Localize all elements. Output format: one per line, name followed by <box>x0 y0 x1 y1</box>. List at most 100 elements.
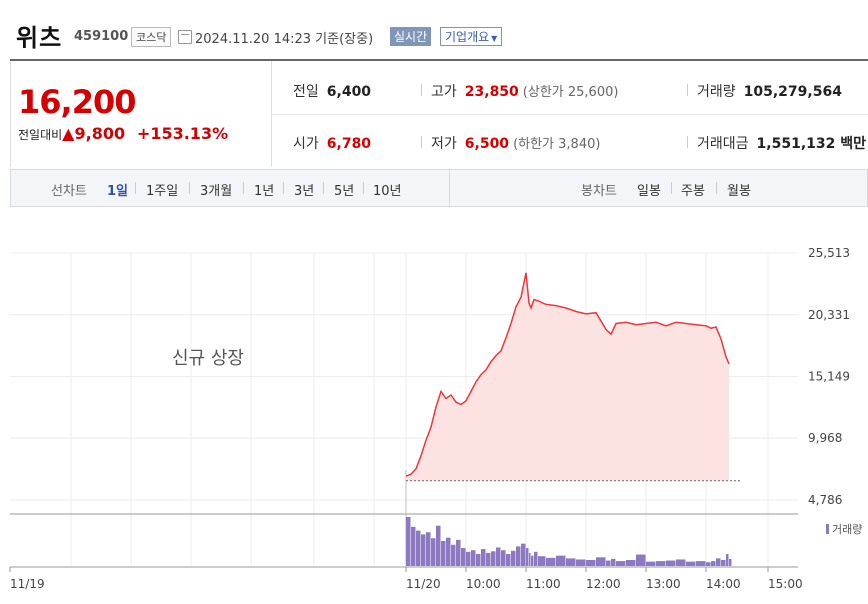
change-rate: +153.13% <box>136 124 229 143</box>
volume-bar <box>606 560 611 566</box>
x-tick-label: 14:00 <box>706 577 741 591</box>
volume-bar <box>406 517 411 566</box>
realtime-button[interactable]: 실시간 <box>390 27 432 46</box>
volume-bar <box>456 539 461 566</box>
y-tick-label: 25,513 <box>808 246 850 260</box>
tab-period-1w[interactable]: 1주일 <box>146 184 179 199</box>
volume-bar <box>466 551 471 566</box>
tab-period-1d[interactable]: 1일 <box>107 184 129 199</box>
x-tick-label: 15:00 <box>768 577 803 591</box>
chart-tabs: 선차트 1일 1주일 3개월 1년 3년 5년 10년 봉차트 일봉 주봉 월봉 <box>10 169 868 207</box>
volume-bar <box>646 561 656 566</box>
up-triangle-icon: ▲ <box>62 124 75 143</box>
volume-bar <box>711 561 716 566</box>
volume-bar <box>696 561 706 566</box>
prev-close: 전일 6,400 <box>293 84 372 100</box>
volume-bar <box>706 562 711 566</box>
quote-datetime: 2024.11.20 14:23 기준(장중) <box>195 32 374 47</box>
x-axis: 11/19 11/20 10:00 11:00 12:00 13:00 14:00 15:00 <box>9 567 803 591</box>
stock-name: 위츠 <box>16 24 63 52</box>
trading-amount: 거래대금 1,551,132 백만 <box>697 136 866 152</box>
current-price-box: 16,200 전일대비▲9,800 +153.13% <box>10 61 272 167</box>
volume-bar <box>729 558 732 566</box>
volume-bar <box>446 537 451 566</box>
quote-grid: 전일 6,400 고가 23,850 (상한가 25,600) 거래량 105,279,… <box>271 61 868 167</box>
volume-bar <box>441 540 446 566</box>
volume-bar <box>656 561 666 566</box>
candle-chart-label: 봉차트 <box>581 184 617 199</box>
tab-candle-weekly[interactable]: 주봉 <box>681 184 705 199</box>
volume-bar <box>516 546 521 566</box>
volume-bar <box>491 551 496 566</box>
x-tick-label: 11/20 <box>406 577 441 591</box>
stock-header: 위츠 459100 코스닥 2024.11.20 14:23 기준(장중) 실시… <box>0 0 868 58</box>
y-tick-label: 15,149 <box>808 370 850 384</box>
volume-bar <box>726 554 729 566</box>
volume-bar <box>501 550 506 566</box>
volume-bar <box>506 554 511 566</box>
volume-bar <box>421 534 426 566</box>
price-area <box>406 272 729 481</box>
chevron-down-icon: ▼ <box>491 34 498 43</box>
volume-bar <box>676 559 686 566</box>
volume-bar <box>411 526 416 566</box>
volume-bar <box>666 560 676 566</box>
chart-annotation: 신규 상장 <box>172 348 244 369</box>
tab-candle-daily[interactable]: 일봉 <box>637 184 661 199</box>
volume-bar <box>476 554 481 566</box>
calendar-icon <box>178 30 192 44</box>
tab-period-1y[interactable]: 1년 <box>254 184 275 199</box>
x-tick-label: 11/19 <box>10 577 45 591</box>
volume-legend-label: 거래량 <box>832 523 862 536</box>
volume-bar <box>461 548 466 566</box>
volume-bar <box>586 560 596 566</box>
chart-grid <box>10 252 798 570</box>
y-axis: 25,513 20,331 15,149 9,968 4,786 <box>808 246 850 507</box>
current-price: 16,200 <box>18 83 136 121</box>
tab-candle-monthly[interactable]: 월봉 <box>727 184 751 199</box>
company-overview-label: 기업개요 <box>445 30 490 44</box>
volume-bar <box>721 560 726 566</box>
volume-bar <box>566 558 576 566</box>
x-tick-label: 10:00 <box>466 577 501 591</box>
volume-bar <box>471 550 476 566</box>
volume-legend: 거래량 <box>826 523 862 536</box>
tab-period-5y[interactable]: 5년 <box>334 184 355 199</box>
volume-bar <box>481 549 486 566</box>
y-tick-label: 20,331 <box>808 308 850 322</box>
volume-bar <box>636 554 646 566</box>
volume-bar <box>451 544 456 566</box>
volume-bar <box>531 555 534 566</box>
volume-bar <box>686 561 696 566</box>
volume-bar <box>526 548 529 566</box>
change-value: 9,800 <box>74 124 126 143</box>
volume-bar <box>416 530 421 566</box>
x-tick-label: 13:00 <box>646 577 681 591</box>
volume-bar <box>716 558 721 566</box>
volume-bar <box>556 555 566 566</box>
volume-bar <box>611 558 616 566</box>
stock-code: 459100 <box>74 29 129 44</box>
x-tick-label: 11:00 <box>526 577 561 591</box>
quote-panel: 16,200 전일대비▲9,800 +153.13% 전일 6,400 고가 23,… <box>10 59 868 208</box>
volume-bar <box>511 550 516 566</box>
volume-bar <box>496 547 501 566</box>
tab-period-3m[interactable]: 3개월 <box>200 184 233 199</box>
volume-bar <box>538 556 546 566</box>
volume-bar <box>626 560 636 566</box>
volume-bar <box>576 559 586 566</box>
volume-bar <box>486 552 491 566</box>
volume: 거래량 105,279,564 <box>697 84 842 100</box>
market-badge: 코스닥 <box>131 27 172 47</box>
volume-bar <box>529 552 531 566</box>
company-overview-dropdown[interactable]: 기업개요 ▼ <box>440 27 503 46</box>
volume-bar <box>426 532 431 566</box>
volume-bars <box>406 517 732 566</box>
volume-bar <box>431 538 436 566</box>
tab-period-3y[interactable]: 3년 <box>294 184 315 199</box>
y-tick-label: 4,786 <box>808 493 842 507</box>
tab-period-10y[interactable]: 10년 <box>373 184 402 199</box>
price-change: 전일대비▲9,800 +153.13% <box>18 124 228 143</box>
open-price: 시가 6,780 <box>293 136 372 152</box>
line-chart-label: 선차트 <box>51 184 87 199</box>
